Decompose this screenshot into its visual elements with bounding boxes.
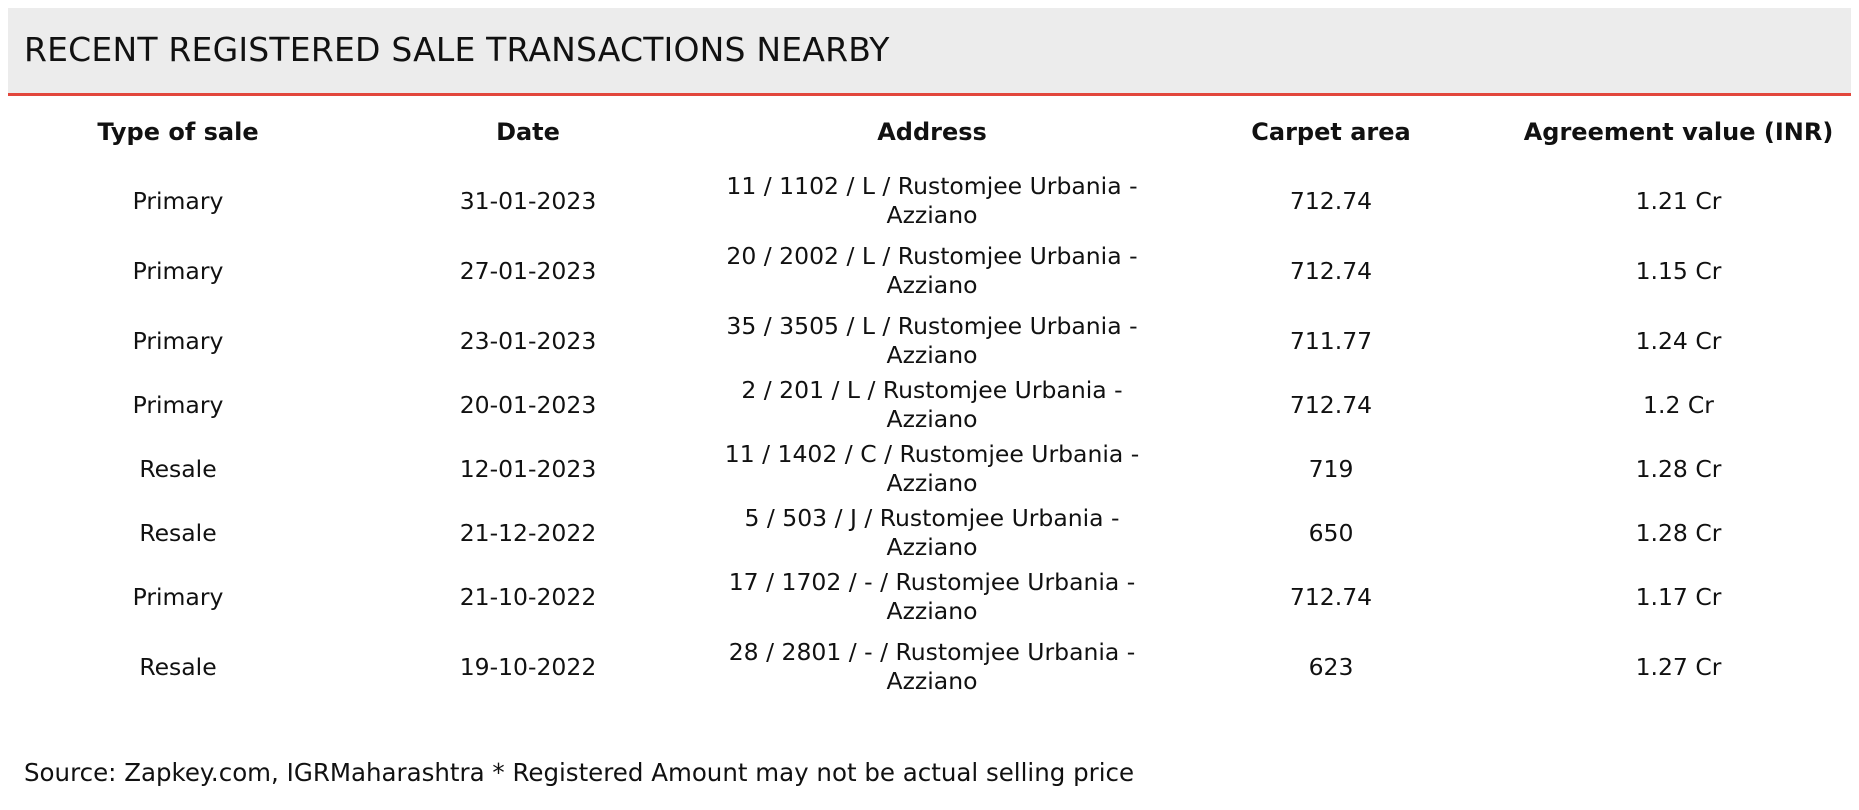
header-date: Date [496, 118, 560, 146]
cell-type-of-sale: Resale [139, 518, 217, 547]
cell-carpet-area: 712.74 [1289, 582, 1373, 611]
table-row: Primary 23-01-2023 35 / 3505 / L / Rusto… [8, 306, 1851, 376]
cell-type-of-sale: Primary [132, 186, 224, 215]
header-type-of-sale: Type of sale [97, 118, 259, 146]
table-row: Primary 31-01-2023 11 / 1102 / L / Rusto… [8, 166, 1851, 236]
cell-agreement-value: 1.28 Cr [1635, 454, 1722, 483]
header-carpet-area: Carpet area [1251, 118, 1411, 146]
cell-type-of-sale: Resale [139, 454, 217, 483]
cell-date: 21-12-2022 [459, 518, 597, 547]
cell-date: 20-01-2023 [459, 390, 597, 419]
cell-carpet-area: 712.74 [1289, 256, 1373, 285]
table-row: Resale 12-01-2023 11 / 1402 / C / Rustom… [8, 434, 1851, 504]
cell-carpet-area: 719 [1308, 454, 1354, 483]
cell-type-of-sale: Primary [132, 582, 224, 611]
table-row: Primary 20-01-2023 2 / 201 / L / Rustomj… [8, 376, 1851, 434]
cell-address: 20 / 2002 / L / Rustomjee Urbania - Azzi… [726, 242, 1138, 299]
cell-type-of-sale: Resale [139, 652, 217, 681]
cell-type-of-sale: Primary [132, 326, 224, 355]
page-title: RECENT REGISTERED SALE TRANSACTIONS NEAR… [24, 30, 890, 69]
transactions-table: Type of sale Date Address Carpet area Ag… [8, 104, 1851, 702]
cell-date: 12-01-2023 [459, 454, 597, 483]
cell-carpet-area: 712.74 [1289, 390, 1373, 419]
cell-agreement-value: 1.28 Cr [1635, 518, 1722, 547]
cell-agreement-value: 1.21 Cr [1635, 186, 1722, 215]
cell-type-of-sale: Primary [132, 390, 224, 419]
cell-type-of-sale: Primary [132, 256, 224, 285]
cell-agreement-value: 1.24 Cr [1635, 326, 1722, 355]
cell-address: 2 / 201 / L / Rustomjee Urbania - Azzian… [741, 376, 1123, 433]
table-header-row: Type of sale Date Address Carpet area Ag… [8, 104, 1851, 160]
cell-date: 27-01-2023 [459, 256, 597, 285]
table-row: Primary 27-01-2023 20 / 2002 / L / Rusto… [8, 236, 1851, 306]
cell-address: 5 / 503 / J / Rustomjee Urbania - Azzian… [744, 504, 1120, 561]
source-note: Source: Zapkey.com, IGRMaharashtra * Reg… [24, 758, 1135, 787]
cell-carpet-area: 712.74 [1289, 186, 1373, 215]
header-address: Address [877, 118, 987, 146]
cell-agreement-value: 1.17 Cr [1635, 582, 1722, 611]
cell-date: 31-01-2023 [459, 186, 597, 215]
cell-address: 17 / 1702 / - / Rustomjee Urbania - Azzi… [728, 568, 1136, 625]
header-agreement-value: Agreement value (INR) [1523, 118, 1834, 146]
cell-date: 21-10-2022 [459, 582, 597, 611]
cell-address: 11 / 1402 / C / Rustomjee Urbania - Azzi… [724, 440, 1140, 497]
cell-agreement-value: 1.2 Cr [1643, 390, 1714, 419]
cell-carpet-area: 650 [1308, 518, 1354, 547]
cell-address: 28 / 2801 / - / Rustomjee Urbania - Azzi… [728, 638, 1136, 695]
cell-address: 35 / 3505 / L / Rustomjee Urbania - Azzi… [726, 312, 1138, 369]
table-row: Primary 21-10-2022 17 / 1702 / - / Rusto… [8, 562, 1851, 632]
cell-date: 19-10-2022 [459, 652, 597, 681]
cell-carpet-area: 623 [1308, 652, 1354, 681]
cell-carpet-area: 711.77 [1289, 326, 1373, 355]
cell-agreement-value: 1.27 Cr [1635, 652, 1722, 681]
table-row: Resale 19-10-2022 28 / 2801 / - / Rustom… [8, 632, 1851, 702]
cell-date: 23-01-2023 [459, 326, 597, 355]
cell-address: 11 / 1102 / L / Rustomjee Urbania - Azzi… [726, 172, 1138, 229]
cell-agreement-value: 1.15 Cr [1635, 256, 1722, 285]
table-row: Resale 21-12-2022 5 / 503 / J / Rustomje… [8, 504, 1851, 562]
header-bar: RECENT REGISTERED SALE TRANSACTIONS NEAR… [8, 8, 1851, 96]
